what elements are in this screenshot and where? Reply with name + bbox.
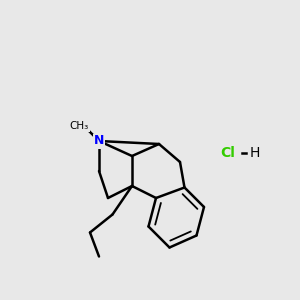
Text: CH₃: CH₃	[70, 121, 89, 131]
Text: H: H	[250, 146, 260, 160]
Text: N: N	[94, 134, 104, 148]
Text: Cl: Cl	[220, 146, 236, 160]
